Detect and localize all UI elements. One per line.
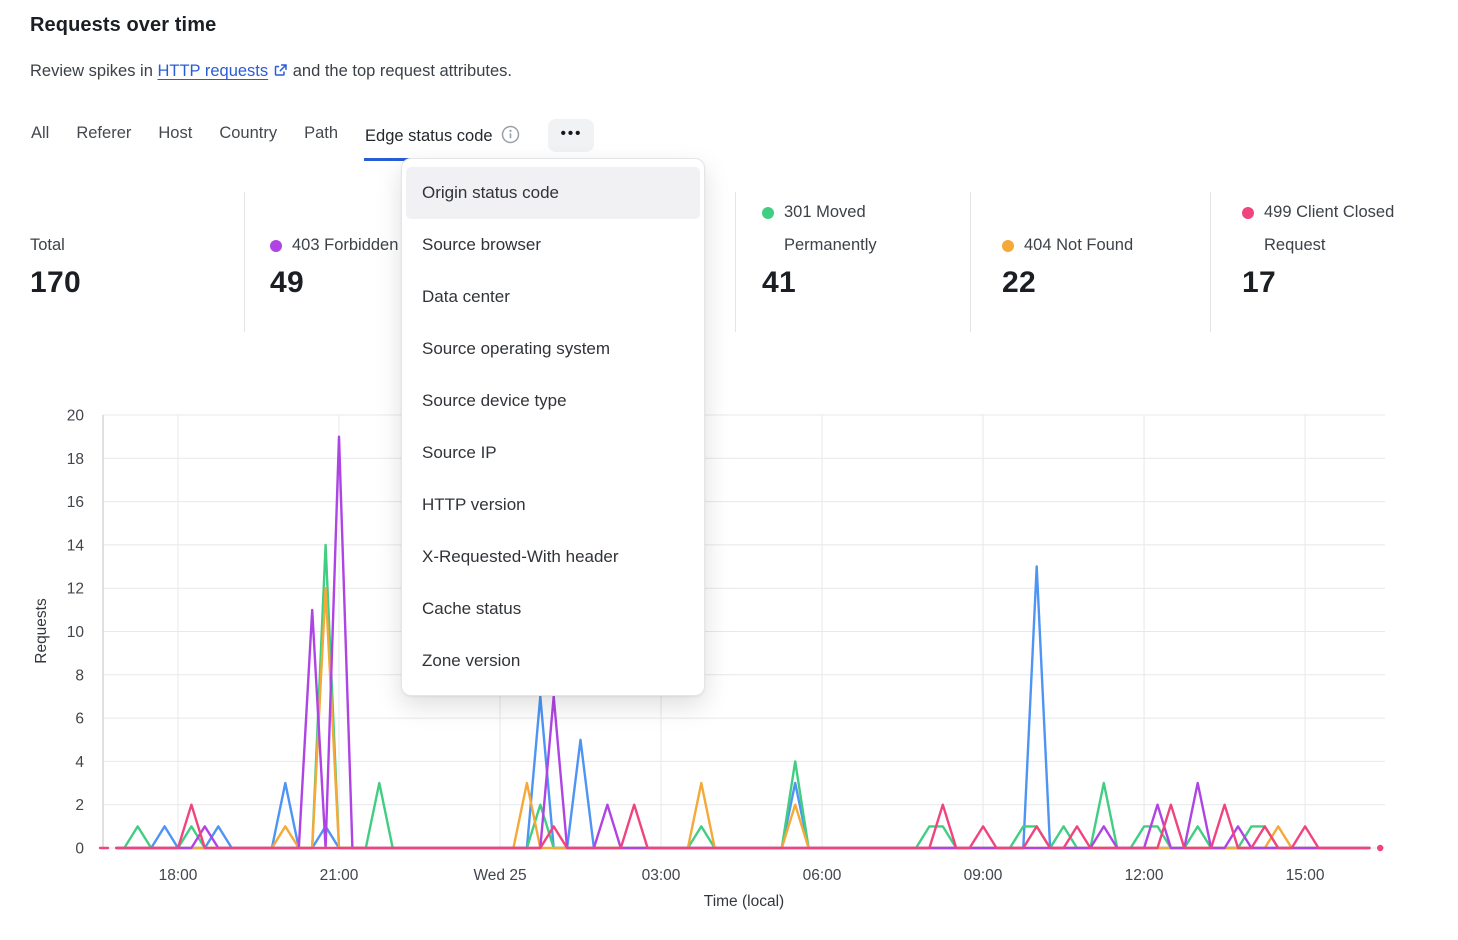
y-tick-label: 12	[67, 581, 84, 598]
x-tick-label: 09:00	[964, 867, 1003, 884]
tab-country[interactable]: Country	[218, 120, 278, 155]
dropdown-item-data-center[interactable]: Data center	[422, 287, 510, 306]
requests-chart: 0 2 4 6 8 10 12 14 16 18 20 18:00 21:00 Wed 25 03:00 06…	[33, 408, 1385, 911]
y-tick-label: 18	[67, 451, 84, 468]
dropdown-item-cache-status[interactable]: Cache status	[422, 599, 522, 618]
stat-value: 170	[30, 266, 81, 299]
y-tick-label: 14	[67, 537, 85, 554]
stat-value: 17	[1242, 266, 1276, 299]
tab-referer[interactable]: Referer	[75, 120, 132, 155]
legend-dot	[1242, 207, 1254, 219]
stat-total: Total 170	[30, 196, 230, 303]
tab-host[interactable]: Host	[157, 120, 193, 155]
stat-value: 49	[270, 266, 304, 299]
http-requests-link[interactable]: HTTP requests	[157, 62, 288, 80]
x-tick-label: Wed 25	[473, 867, 526, 884]
tab-label: Path	[304, 124, 339, 142]
stat-label: 301 Moved Permanently	[784, 203, 877, 254]
stat-value: 41	[762, 266, 796, 299]
tab-edge-status-code[interactable]: Edge status code	[364, 120, 521, 161]
stat-404-not-found: 404 Not Found 22	[1002, 196, 1222, 303]
subtitle: Review spikes in HTTP requests and the t…	[30, 62, 512, 83]
series-end-dot	[1377, 844, 1384, 852]
series-lines	[98, 435, 1384, 852]
y-tick-label: 0	[75, 841, 84, 858]
stat-301-moved-permanently: 301 Moved Permanently 41	[762, 196, 922, 303]
tab-label: Host	[158, 124, 193, 142]
subtitle-prefix: Review spikes in	[30, 62, 153, 80]
x-tick-label: 18:00	[159, 867, 198, 884]
subtitle-suffix: and the top request attributes.	[292, 62, 512, 80]
tab-label: Referer	[76, 124, 132, 142]
stat-divider	[1210, 192, 1211, 332]
y-tick-label: 20	[67, 408, 85, 425]
stat-value: 22	[1002, 266, 1036, 299]
chart-grid	[103, 414, 1385, 849]
tabs: All Referer Host Country Path Edge status cod…	[30, 119, 594, 161]
tab-all[interactable]: All	[30, 120, 50, 155]
tab-path[interactable]: Path	[303, 120, 339, 155]
dropdown-item-source-device-type[interactable]: Source device type	[422, 391, 567, 410]
axis-labels: 0 2 4 6 8 10 12 14 16 18 20 18:00 21:00 Wed 25 03:00 06…	[33, 408, 1325, 911]
x-tick-label: 21:00	[320, 867, 359, 884]
page-title: Requests over time	[30, 14, 217, 36]
series-403-forbidden	[115, 435, 1371, 850]
stat-499-client-closed-request: 499 Client Closed Request 17	[1242, 196, 1428, 303]
y-tick-label: 16	[67, 494, 84, 511]
tab-label: Country	[219, 124, 278, 142]
more-tabs-button[interactable]: •••	[547, 119, 594, 152]
y-tick-label: 8	[75, 667, 84, 684]
stat-label: 404 Not Found	[1024, 236, 1134, 254]
tab-label: Edge status code	[365, 127, 493, 145]
dropdown-item-source-operating-system[interactable]: Source operating system	[422, 339, 611, 358]
dropdown-item-x-requested-with-header[interactable]: X-Requested-With header	[422, 547, 619, 566]
series-499-client-closed-request	[115, 803, 1371, 850]
series-unlabeled-legend-hidden-by-menu	[115, 565, 1371, 850]
info-icon[interactable]	[501, 125, 520, 149]
attribute-dropdown: Origin status code Source browser Data cen…	[401, 158, 705, 696]
y-tick-label: 2	[75, 797, 84, 814]
legend-dot	[762, 207, 774, 219]
dropdown-item-zone-version[interactable]: Zone version	[422, 651, 521, 670]
y-tick-label: 4	[75, 754, 84, 771]
dropdown-item-http-version[interactable]: HTTP version	[422, 495, 526, 514]
series-301-moved-permanently	[115, 543, 1371, 850]
tab-label: All	[31, 124, 50, 142]
y-tick-label: 10	[67, 624, 85, 641]
stat-label: 499 Client Closed Request	[1264, 203, 1395, 254]
dropdown-item-source-ip[interactable]: Source IP	[422, 443, 497, 462]
stat-403-forbidden: 403 Forbidden 49	[270, 196, 690, 303]
stat-divider	[970, 192, 971, 332]
x-tick-label: 03:00	[642, 867, 681, 884]
stats-row: Total 170 403 Forbidden 49 301 Moved Permane…	[0, 192, 1458, 336]
x-axis-title: Time (local)	[704, 893, 784, 910]
y-tick-label: 6	[75, 711, 84, 728]
y-axis-title: Requests	[33, 598, 50, 664]
dropdown-item-origin-status-code[interactable]: Origin status code	[406, 167, 700, 219]
x-tick-label: 06:00	[803, 867, 842, 884]
dropdown-item-source-browser[interactable]: Source browser	[422, 235, 542, 254]
legend-dot	[1002, 240, 1014, 252]
legend-dot	[270, 240, 282, 252]
external-link-icon	[273, 63, 288, 83]
stat-label: 403 Forbidden	[292, 236, 399, 254]
stat-divider	[735, 192, 736, 332]
stat-divider	[244, 192, 245, 332]
x-tick-label: 15:00	[1286, 867, 1325, 884]
stat-label: Total	[30, 236, 65, 254]
x-tick-label: 12:00	[1125, 867, 1164, 884]
